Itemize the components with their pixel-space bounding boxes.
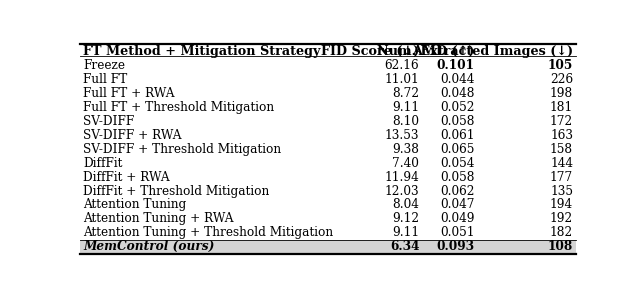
Text: 0.047: 0.047 bbox=[440, 199, 475, 212]
Text: 0.061: 0.061 bbox=[440, 129, 475, 142]
Text: 8.72: 8.72 bbox=[392, 87, 419, 100]
Text: 8.10: 8.10 bbox=[392, 115, 419, 128]
Text: 9.38: 9.38 bbox=[392, 143, 419, 156]
Text: 0.058: 0.058 bbox=[440, 115, 475, 128]
Text: MemControl (ours): MemControl (ours) bbox=[83, 240, 214, 253]
Text: 13.53: 13.53 bbox=[385, 129, 419, 142]
Text: AMD (↑): AMD (↑) bbox=[412, 45, 475, 58]
Text: 11.94: 11.94 bbox=[385, 171, 419, 184]
Text: 8.04: 8.04 bbox=[392, 199, 419, 212]
Text: Attention Tuning + Threshold Mitigation: Attention Tuning + Threshold Mitigation bbox=[83, 226, 333, 239]
Text: SV-DIFF + RWA: SV-DIFF + RWA bbox=[83, 129, 182, 142]
Text: 12.03: 12.03 bbox=[385, 185, 419, 198]
Text: Freeze: Freeze bbox=[83, 59, 125, 72]
Text: 182: 182 bbox=[550, 226, 573, 239]
Text: Full FT + RWA: Full FT + RWA bbox=[83, 87, 175, 100]
Text: Full FT: Full FT bbox=[83, 73, 127, 86]
Text: 108: 108 bbox=[548, 240, 573, 253]
Text: 0.044: 0.044 bbox=[440, 73, 475, 86]
Text: 105: 105 bbox=[548, 59, 573, 72]
Text: 7.40: 7.40 bbox=[392, 157, 419, 170]
Text: 0.101: 0.101 bbox=[437, 59, 475, 72]
Text: 11.01: 11.01 bbox=[385, 73, 419, 86]
Text: DiffFit + Threshold Mitigation: DiffFit + Threshold Mitigation bbox=[83, 185, 269, 198]
Text: 192: 192 bbox=[550, 212, 573, 225]
Text: SV-DIFF: SV-DIFF bbox=[83, 115, 134, 128]
Text: SV-DIFF + Threshold Mitigation: SV-DIFF + Threshold Mitigation bbox=[83, 143, 281, 156]
Text: 0.051: 0.051 bbox=[440, 226, 475, 239]
Text: 9.11: 9.11 bbox=[392, 226, 419, 239]
Text: 9.12: 9.12 bbox=[392, 212, 419, 225]
Text: FT Method + Mitigation Strategy: FT Method + Mitigation Strategy bbox=[83, 45, 321, 58]
Text: 144: 144 bbox=[550, 157, 573, 170]
Text: 0.052: 0.052 bbox=[440, 101, 475, 114]
Text: 158: 158 bbox=[550, 143, 573, 156]
Text: 181: 181 bbox=[550, 101, 573, 114]
Text: Num. Extracted Images (↓): Num. Extracted Images (↓) bbox=[377, 45, 573, 58]
Text: 0.062: 0.062 bbox=[440, 185, 475, 198]
Text: 198: 198 bbox=[550, 87, 573, 100]
Text: 6.34: 6.34 bbox=[390, 240, 419, 253]
Text: 62.16: 62.16 bbox=[385, 59, 419, 72]
Text: 0.058: 0.058 bbox=[440, 171, 475, 184]
Text: 0.065: 0.065 bbox=[440, 143, 475, 156]
Text: 194: 194 bbox=[550, 199, 573, 212]
Text: Attention Tuning: Attention Tuning bbox=[83, 199, 186, 212]
Text: 226: 226 bbox=[550, 73, 573, 86]
Text: Full FT + Threshold Mitigation: Full FT + Threshold Mitigation bbox=[83, 101, 274, 114]
Text: 9.11: 9.11 bbox=[392, 101, 419, 114]
Text: 135: 135 bbox=[550, 185, 573, 198]
Text: 0.048: 0.048 bbox=[440, 87, 475, 100]
Text: DiffFit: DiffFit bbox=[83, 157, 122, 170]
Text: DiffFit + RWA: DiffFit + RWA bbox=[83, 171, 170, 184]
Text: 0.054: 0.054 bbox=[440, 157, 475, 170]
Text: 0.093: 0.093 bbox=[436, 240, 475, 253]
Text: Attention Tuning + RWA: Attention Tuning + RWA bbox=[83, 212, 234, 225]
Text: FID Score (↓): FID Score (↓) bbox=[321, 45, 419, 58]
Text: 0.049: 0.049 bbox=[440, 212, 475, 225]
Text: 163: 163 bbox=[550, 129, 573, 142]
Text: 177: 177 bbox=[550, 171, 573, 184]
Bar bbox=[80, 240, 576, 254]
Text: 172: 172 bbox=[550, 115, 573, 128]
